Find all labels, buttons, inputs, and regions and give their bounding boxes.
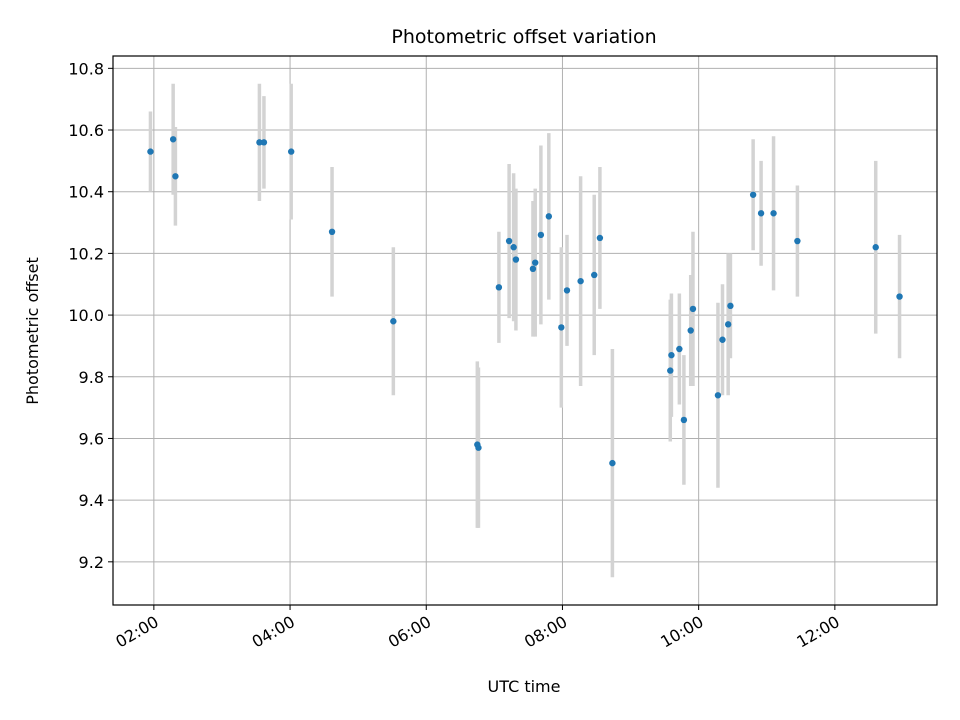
data-point (668, 351, 675, 359)
data-point (147, 148, 154, 155)
data-point (896, 293, 903, 300)
y-tick-label: 10.2 (68, 244, 104, 263)
plot-frame (112, 55, 938, 606)
data-point (545, 213, 553, 220)
data-point (609, 459, 616, 467)
y-tick-label: 10.6 (68, 121, 104, 140)
data-point (749, 191, 757, 198)
data-point (563, 287, 571, 294)
data-point (714, 392, 722, 399)
data-point (596, 234, 604, 242)
data-point (495, 284, 503, 291)
y-tick-label: 10.0 (68, 306, 104, 325)
y-axis-ticks: 9.2 9.4 9.6 9.8 10.0 10.2 10.4 10.6 10.8 (68, 59, 113, 572)
data-point (529, 265, 537, 273)
data-point (256, 139, 263, 146)
data-point (532, 259, 539, 266)
data-point (390, 318, 397, 325)
y-tick-label: 9.2 (79, 553, 104, 572)
data-point (328, 228, 336, 236)
data-point (537, 231, 545, 239)
data-point (689, 305, 697, 313)
data-point (680, 416, 688, 424)
y-axis-title: Photometric offset (23, 257, 42, 405)
data-point (505, 237, 513, 245)
data-point (169, 136, 177, 143)
data-point (510, 244, 517, 251)
y-tick-label: 9.4 (79, 491, 104, 510)
data-point (687, 327, 694, 334)
data-point (727, 302, 734, 310)
data-point (872, 244, 879, 251)
y-tick-label: 9.8 (79, 368, 104, 387)
data-point (577, 277, 584, 285)
data-point (260, 139, 268, 146)
y-tick-label: 9.6 (79, 429, 104, 448)
data-point (667, 367, 674, 374)
data-point (475, 444, 482, 451)
grid-lines (113, 56, 937, 605)
data-point (591, 271, 598, 279)
data-point (172, 173, 179, 180)
data-point (512, 256, 520, 263)
y-tick-label: 10.8 (68, 59, 104, 78)
data-point (757, 210, 765, 217)
data-point (719, 336, 726, 343)
data-point (794, 237, 801, 245)
data-point (558, 324, 565, 331)
x-axis-title: UTC time (488, 677, 561, 696)
data-point (287, 148, 295, 155)
y-tick-label: 10.4 (68, 183, 104, 202)
data-point (676, 345, 683, 353)
data-point (724, 321, 732, 328)
chart-title: Photometric offset variation (391, 26, 656, 48)
data-points (147, 136, 903, 467)
data-point (770, 210, 777, 217)
